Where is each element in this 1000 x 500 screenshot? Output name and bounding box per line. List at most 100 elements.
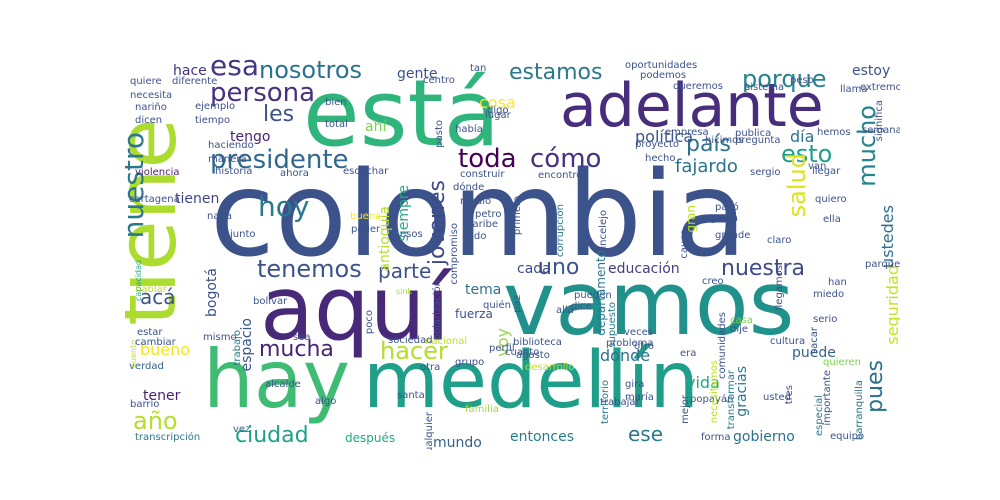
word-cloud-word: puede xyxy=(792,345,836,361)
word-cloud-word: necesita xyxy=(130,90,173,101)
word-cloud-word: pasó xyxy=(715,202,739,213)
word-cloud-word: fajardo xyxy=(675,156,738,177)
word-cloud-word: acá xyxy=(140,285,176,309)
word-cloud-word: grande xyxy=(715,230,751,241)
word-cloud-word: pueden xyxy=(574,290,612,301)
word-cloud-word: proyecto xyxy=(635,139,679,150)
word-cloud-word: peso xyxy=(790,75,814,86)
word-cloud-word: violencia xyxy=(135,167,180,178)
word-cloud-word: cartagena xyxy=(129,194,180,205)
word-cloud-word: otro xyxy=(634,341,655,352)
word-cloud-word: problema xyxy=(606,338,654,349)
word-cloud-word: usted xyxy=(763,392,791,403)
word-cloud-word: poder xyxy=(351,224,381,235)
word-cloud-word: bolívar xyxy=(253,296,288,307)
word-cloud-word: miedo xyxy=(813,289,845,300)
word-cloud-word: había xyxy=(455,124,483,135)
word-cloud-word: quiere xyxy=(130,76,162,87)
word-cloud-word: sergio xyxy=(750,167,781,178)
word-cloud-word: cauca xyxy=(679,229,690,259)
word-cloud-word: sociedad xyxy=(388,335,433,346)
word-cloud-word: llegar xyxy=(812,166,841,177)
word-cloud-word: han xyxy=(828,277,847,288)
word-cloud-word: dicen xyxy=(135,115,163,126)
word-cloud-word: hay xyxy=(203,333,351,426)
word-cloud-word: haciendo xyxy=(208,140,254,151)
word-cloud-word: después xyxy=(345,431,396,445)
word-cloud-word: ella xyxy=(823,214,841,225)
word-cloud-word: hoy xyxy=(258,190,310,223)
word-cloud-word: gusta xyxy=(710,213,738,224)
word-cloud-word: serio xyxy=(813,314,838,325)
word-cloud-word: trabajar xyxy=(600,397,640,408)
word-cloud-word: claro xyxy=(767,235,792,246)
word-cloud-word: nariño xyxy=(135,102,167,113)
word-cloud-word: santa xyxy=(397,390,425,401)
word-cloud-word: casa xyxy=(730,315,753,326)
word-cloud-word: gente xyxy=(397,66,438,82)
word-cloud-word: creo xyxy=(702,276,724,287)
word-cloud-word: esa xyxy=(210,50,259,82)
word-cloud-word: corrupción xyxy=(555,204,566,258)
word-cloud-word: importante xyxy=(822,370,833,426)
word-cloud-word: tres xyxy=(784,385,795,405)
word-cloud-word: hecho xyxy=(645,153,676,164)
word-cloud-word: allá xyxy=(556,305,574,316)
word-cloud-word: nuestra xyxy=(721,256,806,281)
word-cloud-word: sistema xyxy=(745,82,785,93)
word-cloud-word: país xyxy=(686,132,732,157)
word-cloud-word: transformar xyxy=(726,370,737,430)
word-cloud-word: tema xyxy=(465,282,502,298)
word-cloud-word: centro xyxy=(423,75,455,86)
word-cloud-word: equipo xyxy=(830,431,865,442)
word-cloud-word: aquí xyxy=(260,257,451,360)
word-cloud-word: veces xyxy=(624,327,653,338)
word-cloud-word: oportunidades xyxy=(625,60,698,71)
word-cloud-word: cualquier xyxy=(424,412,435,450)
word-cloud-word: gira xyxy=(625,379,645,390)
word-cloud-word: ciudad xyxy=(235,423,309,448)
word-cloud-word: adelante xyxy=(560,71,824,141)
word-cloud-word: mucha xyxy=(259,337,334,362)
word-cloud-word: cómo xyxy=(530,144,602,174)
word-cloud-word: ese xyxy=(628,422,664,446)
word-cloud-word: total xyxy=(325,119,348,130)
word-cloud-word: cuanto xyxy=(505,347,540,358)
word-cloud-word: tengo xyxy=(230,129,271,145)
word-cloud-word: dónde xyxy=(453,182,485,193)
word-cloud-word: parte xyxy=(378,259,432,283)
word-cloud-word: primero xyxy=(512,196,523,236)
word-cloud-word: podemos xyxy=(640,70,687,81)
word-cloud-word: toda xyxy=(458,144,517,174)
word-cloud-word: lugar xyxy=(485,110,511,121)
word-cloud-word: año xyxy=(133,407,178,435)
word-cloud-word: presidente xyxy=(210,145,349,175)
word-cloud-word: construir xyxy=(460,169,505,180)
word-cloud-word: medio xyxy=(460,196,492,207)
word-cloud-word: dice xyxy=(571,301,592,312)
word-cloud-word: persona xyxy=(210,78,316,108)
word-cloud-word: quieren xyxy=(823,357,861,368)
word-cloud-word: lado xyxy=(465,231,487,242)
word-cloud-word: nuestro xyxy=(125,132,150,239)
word-cloud-word: cambiar xyxy=(135,337,176,348)
word-cloud-word: medellín xyxy=(363,336,699,426)
word-cloud-word: tener xyxy=(143,388,181,404)
word-cloud-word: cosa xyxy=(479,93,516,112)
word-cloud-word: pregunta xyxy=(735,135,781,146)
word-cloud-word: manera xyxy=(208,154,247,165)
word-cloud-word: publica xyxy=(735,128,772,139)
word-cloud-word: quién xyxy=(483,300,511,311)
word-cloud-word: fuerza xyxy=(455,307,493,321)
word-cloud-word: verdad xyxy=(129,361,164,372)
word-cloud-word: llama xyxy=(840,84,868,95)
word-cloud-word: semana xyxy=(862,125,900,136)
word-cloud-word: hacer xyxy=(380,337,448,365)
word-cloud-word: otra xyxy=(420,362,441,373)
word-cloud-word: grupo xyxy=(455,357,485,368)
word-cloud-word: biblioteca xyxy=(513,337,562,348)
word-cloud-word: extremo xyxy=(860,82,900,93)
word-cloud-word: nada xyxy=(207,211,232,222)
word-cloud-word: sink xyxy=(396,287,413,296)
word-cloud-word: desarrollo xyxy=(525,362,575,373)
